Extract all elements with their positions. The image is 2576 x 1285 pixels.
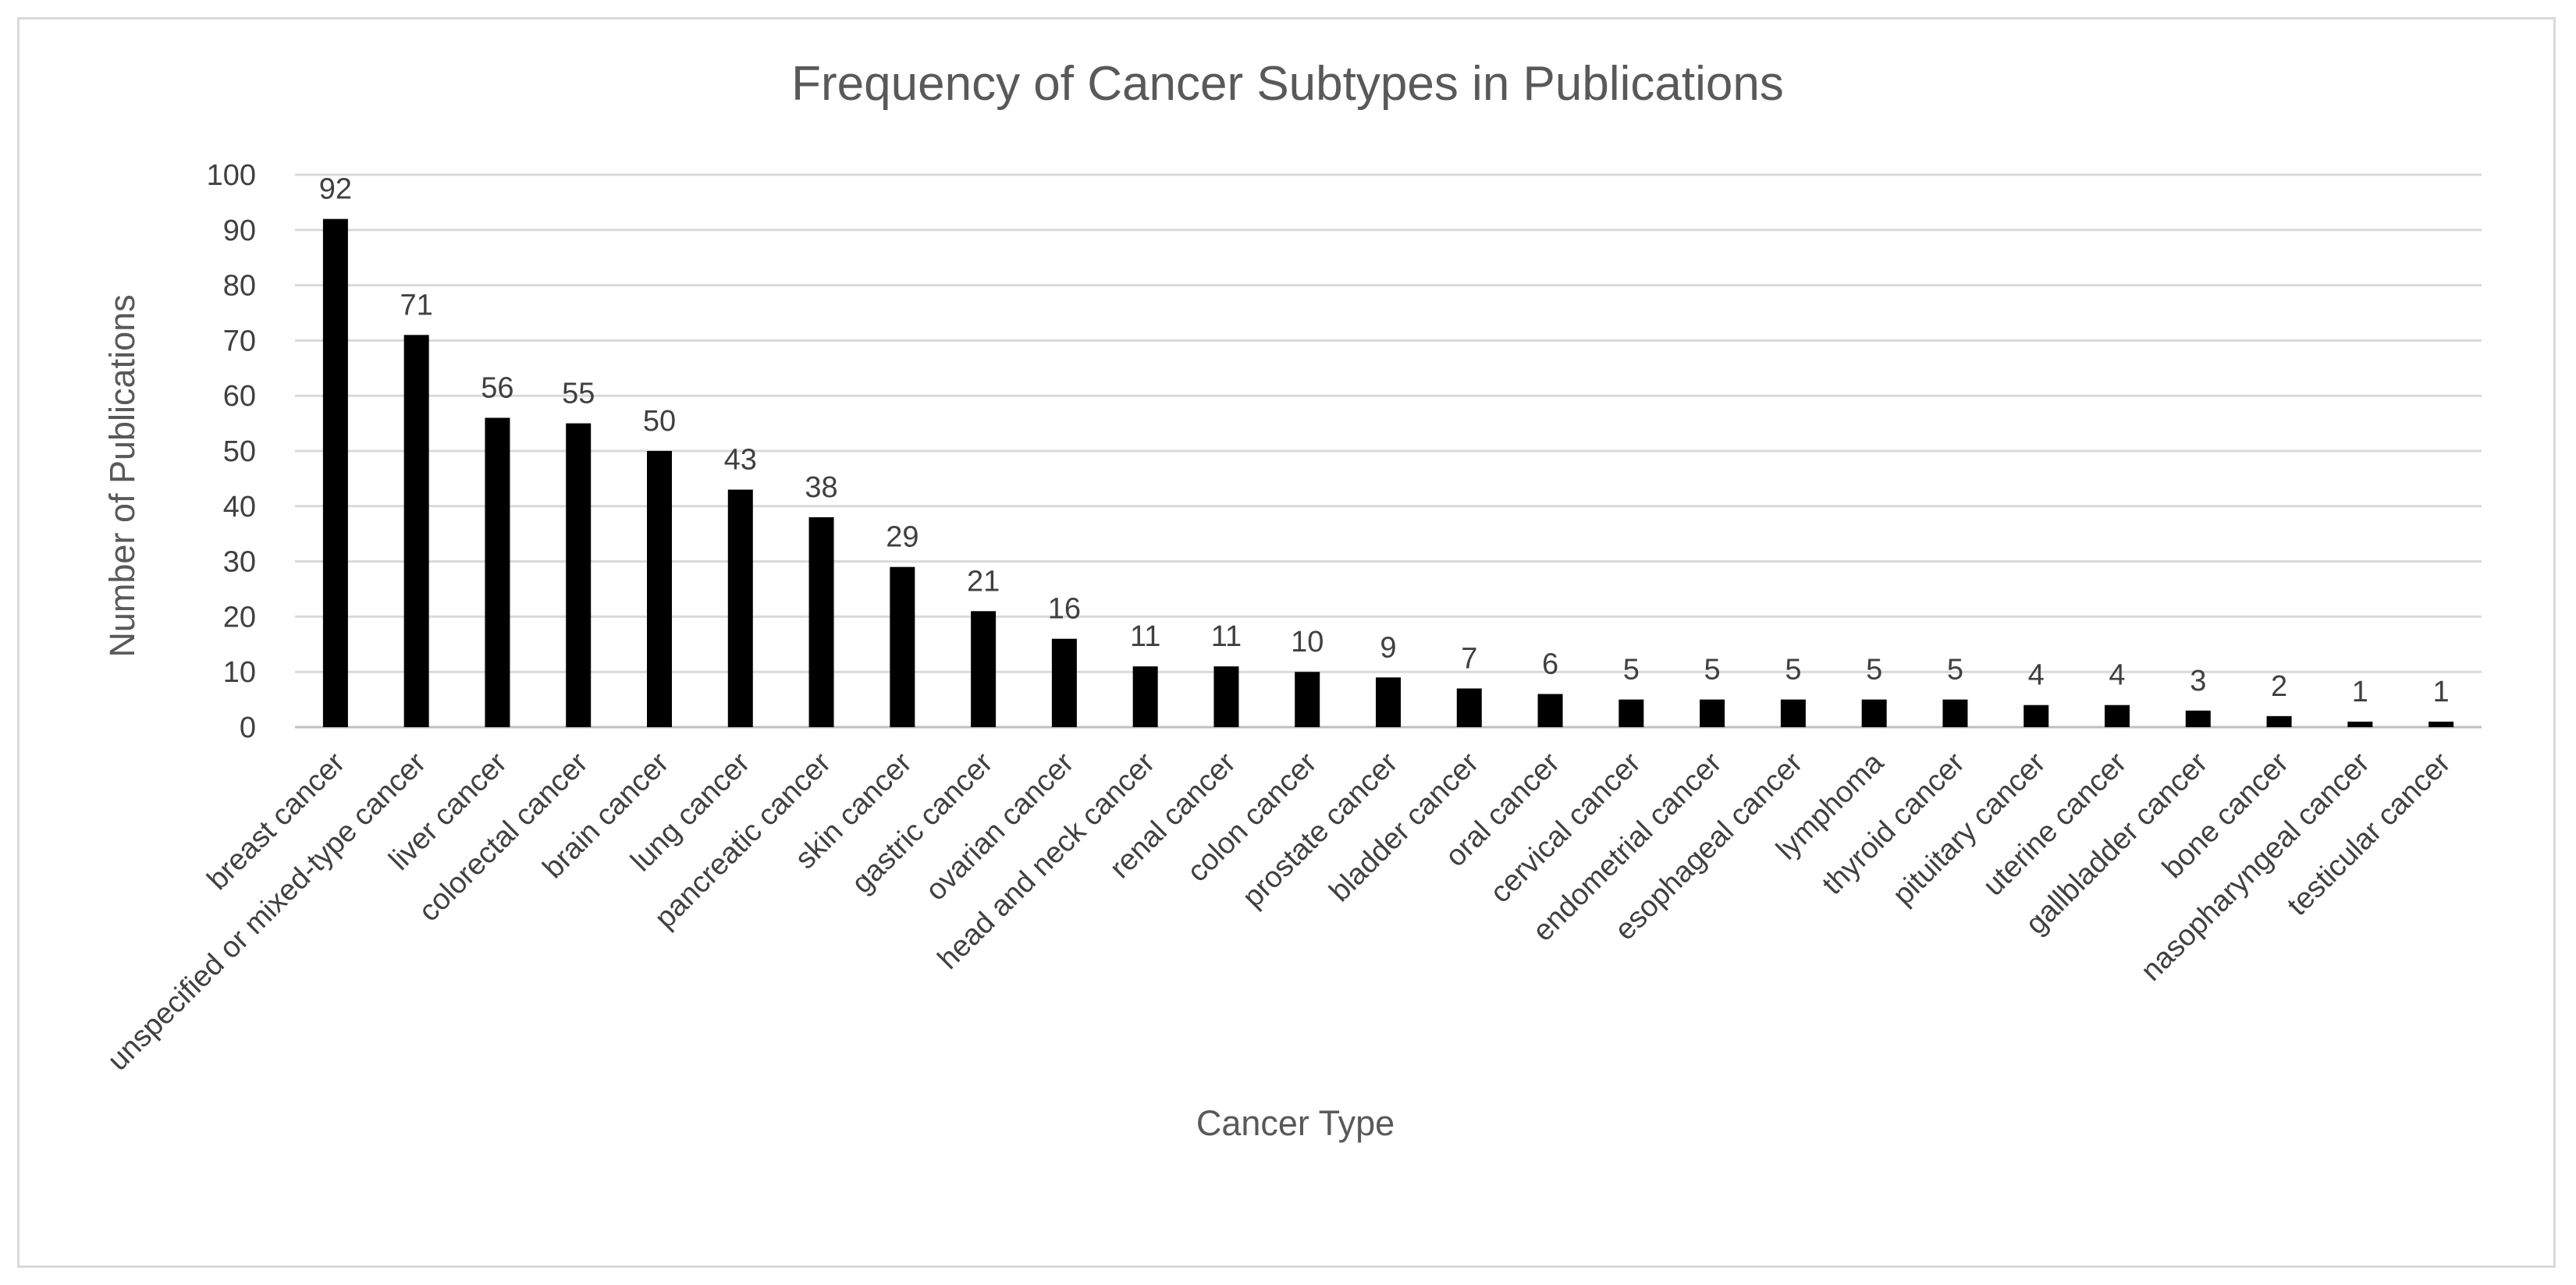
y-tick-label: 90 (223, 215, 256, 247)
bar (971, 611, 997, 727)
data-label: 11 (1130, 620, 1160, 653)
data-label: 5 (1704, 654, 1721, 687)
category-label: thyroid cancer (1816, 746, 1971, 901)
data-label: 7 (1461, 642, 1477, 675)
bar (322, 218, 348, 727)
bar (1295, 672, 1320, 727)
bars (322, 218, 2454, 727)
data-label: 4 (2028, 659, 2045, 692)
data-label: 5 (1947, 654, 1963, 687)
data-label: 55 (562, 378, 595, 410)
y-axis-ticks: 0 10 20 30 40 50 60 70 80 90 100 (207, 159, 256, 744)
bar (1780, 699, 1806, 727)
data-label: 11 (1211, 620, 1242, 653)
data-label: 9 (1380, 631, 1396, 664)
bar (1861, 699, 1887, 727)
bar (2023, 705, 2049, 727)
bar (2185, 710, 2211, 727)
bar (1376, 677, 1401, 727)
category-label: ovarian cancer (919, 746, 1080, 907)
data-label: 21 (967, 565, 1000, 598)
bar (890, 566, 915, 727)
bar (1456, 688, 1482, 727)
bar (2105, 705, 2130, 727)
x-axis-title: Cancer Type (1196, 1103, 1395, 1143)
data-label: 56 (481, 372, 513, 405)
data-label: 16 (1048, 593, 1081, 626)
y-tick-label: 60 (223, 380, 256, 413)
data-label: 4 (2109, 659, 2125, 692)
bar (2266, 715, 2292, 727)
bar (2347, 721, 2373, 727)
data-label: 2 (2271, 670, 2287, 703)
bar (808, 516, 834, 727)
category-label: breast cancer (201, 746, 352, 896)
data-label: 38 (805, 471, 837, 504)
y-tick-label: 100 (207, 159, 256, 192)
y-tick-label: 40 (223, 491, 256, 524)
bar (403, 335, 429, 727)
y-axis-title: Number of Publications (102, 294, 142, 657)
chart-title: Frequency of Cancer Subtypes in Publicat… (791, 57, 1784, 111)
bar (1942, 699, 1968, 727)
chart-frame (17, 17, 2556, 1268)
bar (485, 417, 510, 727)
data-label: 3 (2190, 665, 2206, 698)
bar (2429, 721, 2454, 727)
bar (647, 451, 672, 727)
data-label: 92 (319, 173, 352, 206)
data-label: 1 (2433, 676, 2450, 708)
bar (1213, 666, 1239, 727)
category-label: uterine cancer (1977, 746, 2133, 902)
y-tick-label: 10 (223, 656, 256, 689)
data-label: 5 (1866, 654, 1882, 687)
data-label: 5 (1623, 654, 1640, 687)
bar (1132, 666, 1158, 727)
data-label: 29 (886, 521, 918, 554)
bar (1700, 699, 1725, 727)
data-label: 6 (1542, 648, 1558, 681)
y-tick-label: 0 (240, 712, 256, 744)
y-tick-label: 70 (223, 325, 256, 357)
y-tick-label: 20 (223, 601, 256, 634)
data-label: 10 (1291, 626, 1324, 658)
bar (566, 423, 592, 727)
y-tick-label: 80 (223, 270, 256, 303)
data-label: 71 (400, 289, 433, 321)
bar (1537, 694, 1563, 727)
data-label: 50 (643, 405, 676, 438)
category-label: unspecified or mixed-type cancer (101, 746, 432, 1077)
data-label: 1 (2352, 676, 2368, 708)
bar (727, 489, 753, 727)
data-label: 43 (724, 444, 757, 477)
y-tick-label: 50 (223, 435, 256, 468)
data-label: 5 (1785, 654, 1801, 687)
bar (1618, 699, 1644, 727)
y-tick-label: 30 (223, 546, 256, 579)
bar (1051, 638, 1077, 727)
category-label: gastric cancer (846, 746, 1000, 900)
